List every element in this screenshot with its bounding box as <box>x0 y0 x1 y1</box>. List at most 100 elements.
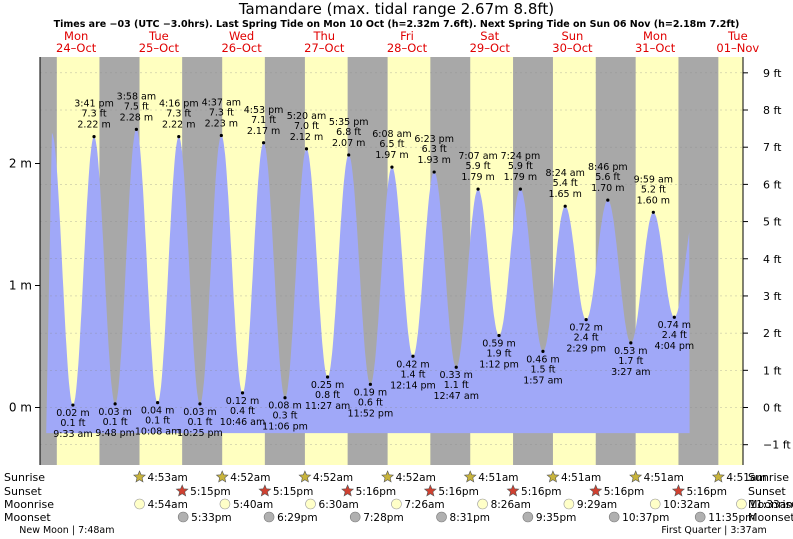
tide-time-label: 9:33 am <box>53 429 92 440</box>
row-label-right: Sunrise <box>748 471 789 484</box>
tide-ft-label: 0.4 ft <box>230 406 255 417</box>
tide-time-label: 2:29 pm <box>566 344 606 355</box>
day-name: Fri <box>400 29 414 43</box>
day-date: 26–Oct <box>221 41 262 55</box>
tide-point <box>156 401 160 405</box>
sunrise-time: 4:52am <box>230 472 270 484</box>
moonrise-icon <box>649 498 661 510</box>
tide-ft-label: 5.4 ft <box>553 178 578 189</box>
tide-m-label: 0.19 m <box>354 387 387 398</box>
tide-ft-label: 0.1 ft <box>103 417 128 428</box>
row-label-right: Moonset <box>748 511 793 524</box>
tide-time-label: 11:27 am <box>305 401 350 412</box>
axes: 0 m 1 m 2 m −1 ft 0 ft 1 ft 2 ft 3 ft 4 ft 5 ft 6 … <box>9 57 791 465</box>
day-date: 31–Oct <box>635 41 676 55</box>
tide-m-label: 2.23 m <box>205 118 238 129</box>
tide-m-label: 0.12 m <box>226 396 259 407</box>
day-name: Tue <box>148 29 169 43</box>
row-label-left: Sunset <box>4 485 42 498</box>
sunset-icon <box>671 484 685 497</box>
sunset-icon <box>258 484 272 497</box>
gridlines <box>40 72 743 445</box>
sunset-time: 5:16pm <box>604 486 644 498</box>
tide-ft-label: 2.4 ft <box>574 333 599 344</box>
moonset-icon <box>263 511 275 523</box>
tide-m-label: 1.70 m <box>591 183 624 194</box>
tide-point <box>432 170 436 174</box>
sunrise-icon <box>546 470 560 483</box>
day-date: 27–Oct <box>304 41 345 55</box>
tide-point <box>219 133 223 138</box>
tide-ft-label: 5.2 ft <box>641 184 666 195</box>
tide-point <box>411 354 415 358</box>
tide-time-label: 9:59 am <box>634 174 673 185</box>
tide-time-label: 6:08 am <box>372 129 411 140</box>
moonrise-icon <box>134 498 145 510</box>
day-date: 25–Oct <box>139 41 180 55</box>
tide-point <box>240 391 245 395</box>
right-tick-label: 7 ft <box>763 141 782 154</box>
sunrise-icon <box>133 470 146 483</box>
tide-time-label: 4:04 pm <box>654 341 694 352</box>
tide-ft-label: 0.1 ft <box>60 418 85 429</box>
sunrise-icon <box>298 470 312 483</box>
tide-point <box>113 402 117 406</box>
tide-point <box>368 382 372 386</box>
moonset-time: 11:35pm <box>708 512 755 524</box>
tide-m-label: 0.03 m <box>183 407 216 418</box>
chart-subtitle: Times are −03 (UTC −3.0hrs). Last Spring… <box>53 19 740 30</box>
right-tick-label: 3 ft <box>763 290 782 303</box>
tide-time-label: 1:12 pm <box>479 360 519 371</box>
moonset-time: 5:33pm <box>191 512 231 524</box>
sunset-icon <box>175 484 189 497</box>
tide-ft-label: 0.1 ft <box>145 416 170 427</box>
moonrise-icon <box>219 498 231 510</box>
moonset-time: 9:35pm <box>536 512 576 524</box>
tide-ft-label: 2.4 ft <box>662 330 687 341</box>
tide-time-label: 9:48 pm <box>95 428 135 439</box>
row-label-right: Moonrise <box>748 498 793 511</box>
tide-ft-label: 0.3 ft <box>273 411 298 422</box>
sunrise-time: 4:52am <box>313 472 353 484</box>
sunrise-time: 4:51am <box>561 472 601 484</box>
moonrise-time: 7:26am <box>404 499 444 511</box>
tide-ft-label: 7.1 ft <box>251 115 276 126</box>
tide-m-label: 0.53 m <box>614 346 647 357</box>
tide-time-label: 4:37 am <box>202 97 241 108</box>
tide-m-label: 0.46 m <box>526 354 559 365</box>
tide-ft-label: 7.0 ft <box>294 121 319 132</box>
tide-ft-label: 7.3 ft <box>209 107 234 118</box>
tide-time-label: 8:24 am <box>545 168 584 179</box>
tide-m-label: 2.07 m <box>332 138 365 149</box>
sunset-time: 5:15pm <box>273 486 313 498</box>
tide-m-label: 0.04 m <box>141 406 174 417</box>
tide-point <box>177 135 181 139</box>
tide-m-label: 0.08 m <box>268 401 301 412</box>
sunset-icon <box>423 484 437 497</box>
tide-point <box>134 127 138 131</box>
chart-title: Tamandare (max. tidal range 2.67m 8.8ft) <box>238 0 555 18</box>
moonrise-icon <box>477 498 488 510</box>
moonrise-icon <box>563 498 575 510</box>
tide-point <box>563 204 567 208</box>
day-date: 28–Oct <box>387 41 428 55</box>
tide-m-label: 0.74 m <box>658 320 691 331</box>
tide-m-label: 2.28 m <box>120 112 153 123</box>
moonrise-icon <box>736 498 747 510</box>
tide-ft-label: 7.3 ft <box>166 109 191 120</box>
tide-m-label: 2.22 m <box>162 120 195 131</box>
tide-ft-label: 0.6 ft <box>358 397 383 408</box>
daylight-band <box>718 57 743 465</box>
tide-time-label: 10:25 pm <box>177 428 223 439</box>
tide-m-label: 1.65 m <box>548 189 581 200</box>
day-date: 01–Nov <box>716 41 759 55</box>
tide-area-layer <box>46 129 690 434</box>
moonrise-time: 5:40am <box>233 499 273 511</box>
moonset-icon <box>608 511 620 523</box>
tide-m-label: 2.12 m <box>290 132 323 143</box>
tide-ft-label: 5.6 ft <box>595 172 620 183</box>
day-name: Wed <box>229 29 254 43</box>
tide-point <box>347 153 351 157</box>
day-date: 29–Oct <box>470 41 511 55</box>
